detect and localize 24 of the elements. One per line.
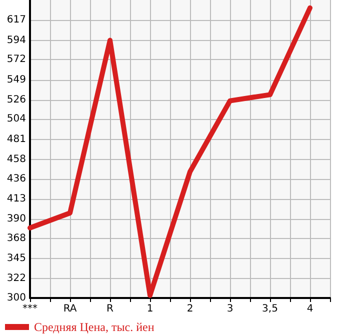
y-tick-label: 594 — [6, 34, 26, 46]
y-tick-label: 368 — [6, 232, 26, 244]
x-tick-label: 4 — [306, 304, 314, 314]
y-tick-label: 504 — [6, 114, 26, 125]
x-tick-label: 1 — [146, 304, 154, 314]
legend-label: Средняя Цена, тыс. йен — [34, 320, 155, 334]
y-tick-label: 617 — [6, 14, 26, 26]
x-tick-label: R — [106, 304, 114, 314]
y-tick-label: 458 — [6, 154, 26, 166]
x-tick-label: *** — [22, 304, 38, 314]
y-tick-label: 300 — [6, 292, 26, 304]
y-tick-label: 481 — [6, 134, 26, 145]
y-tick-label: 436 — [6, 173, 26, 184]
x-tick-label: 3,5 — [262, 304, 278, 314]
y-tick-label: 413 — [6, 193, 26, 204]
y-tick-label: 572 — [6, 54, 26, 66]
x-tick-label: 2 — [186, 304, 194, 314]
y-tick-label: 322 — [6, 273, 26, 284]
y-tick-label: 526 — [6, 94, 26, 106]
y-tick-label: 390 — [6, 214, 26, 225]
x-tick-label: 3 — [226, 304, 234, 314]
x-tick-label: RA — [63, 304, 77, 314]
y-tick-label: 549 — [6, 74, 26, 86]
y-tick-label: 345 — [6, 253, 26, 264]
